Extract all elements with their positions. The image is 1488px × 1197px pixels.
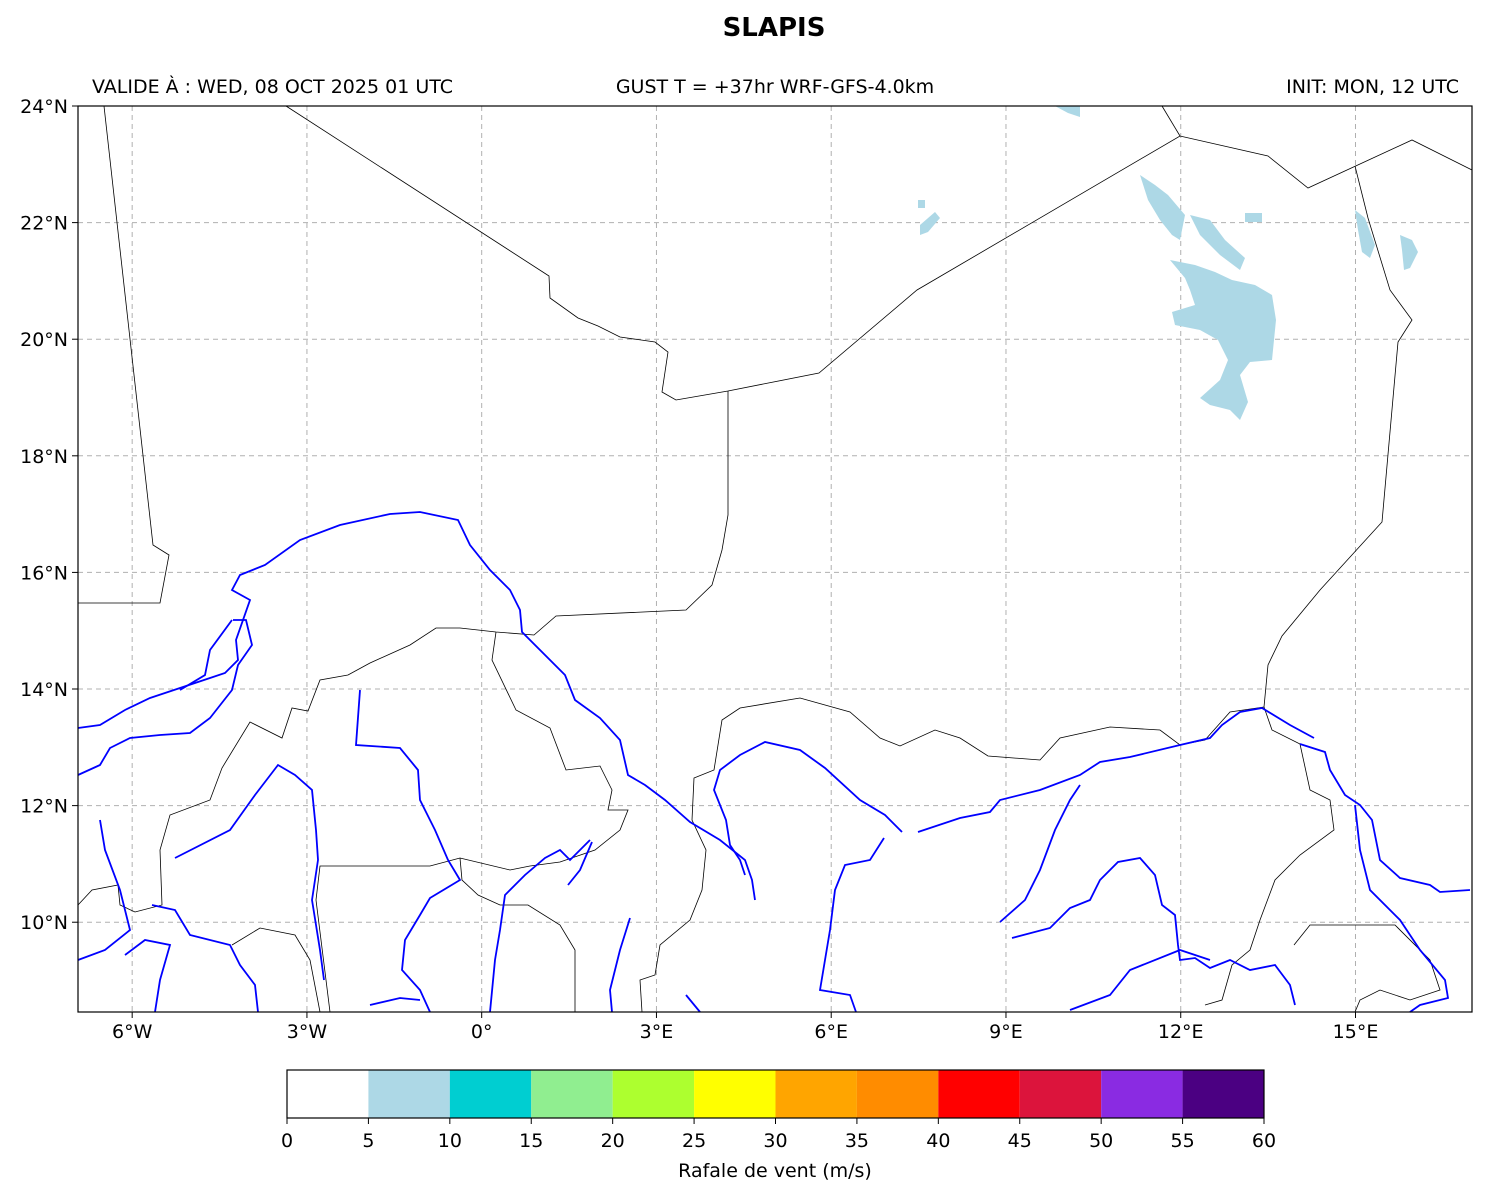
colorbar-bin [368,1070,450,1118]
colorbar-bin [775,1070,857,1118]
lon-label: 12°E [1158,1021,1204,1043]
colorbar-tick-label: 20 [601,1130,625,1152]
lat-label: 14°N [20,679,68,701]
lat-label: 22°N [20,213,68,235]
map-frame [77,105,1473,1013]
colorbar-bin [1019,1070,1102,1118]
colorbar-tick-label: 45 [1008,1130,1032,1152]
colorbar-tick-label: 60 [1252,1130,1276,1152]
colorbar-tick-label: 25 [682,1130,706,1152]
lat-label: 16°N [20,562,68,584]
borders [77,105,1473,1013]
title: SLAPIS [723,13,826,43]
colorbar-bin [612,1070,695,1118]
lat-label: 20°N [20,329,68,351]
colorbar-tick-label: 10 [438,1130,462,1152]
colorbar: 0 5 10 15 20 25 30 35 40 45 50 55 60 [281,1069,1276,1152]
colorbar-bin [449,1070,532,1118]
lon-label: 15°E [1333,1021,1379,1043]
lon-label: 0° [471,1021,493,1043]
colorbar-bin [856,1070,939,1118]
map [77,105,1473,1013]
gust-area [918,106,1418,420]
colorbar-tick-label: 55 [1170,1130,1194,1152]
valid-time: VALIDE À : WED, 08 OCT 2025 01 UTC [92,75,453,98]
rivers [77,511,1471,1013]
colorbar-tick-label: 40 [926,1130,950,1152]
graticule [78,105,1472,1012]
lon-label: 3°E [640,1021,674,1043]
colorbar-bin [1101,1070,1183,1118]
init-time: INIT: MON, 12 UTC [1286,76,1459,98]
colorbar-tick-label: 35 [845,1130,869,1152]
colorbar-tick-label: 15 [519,1130,543,1152]
colorbar-bin [287,1070,369,1118]
colorbar-tick-label: 30 [763,1130,787,1152]
lat-label: 24°N [20,96,68,118]
colorbar-tick-label: 50 [1089,1130,1113,1152]
run-info: GUST T = +37hr WRF-GFS-4.0km [616,76,934,98]
lon-label: 3°W [287,1021,328,1043]
colorbar-label: Rafale de vent (m/s) [678,1160,872,1182]
lon-label: 6°E [814,1021,848,1043]
colorbar-tick-label: 0 [281,1130,293,1152]
colorbar-bin [694,1070,776,1118]
lat-label: 10°N [20,912,68,934]
lon-label: 6°W [112,1021,153,1043]
lat-label: 18°N [20,446,68,468]
colorbar-bin [938,1070,1020,1118]
lon-label: 9°E [989,1021,1023,1043]
lat-label: 12°N [20,796,68,818]
colorbar-bin [531,1070,613,1118]
colorbar-bin [1182,1070,1264,1118]
colorbar-tick-label: 5 [362,1130,374,1152]
